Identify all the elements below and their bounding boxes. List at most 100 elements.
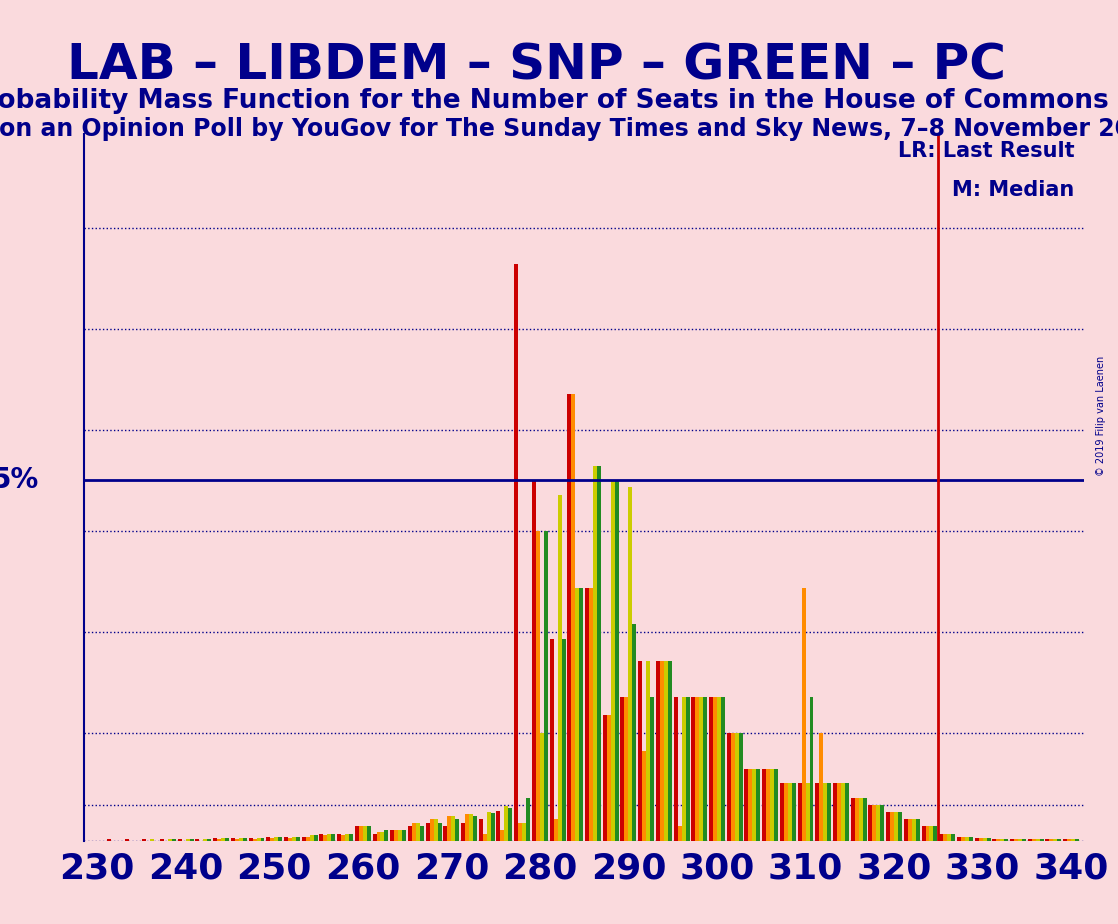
Bar: [124, 839, 129, 841]
Bar: [367, 826, 371, 841]
Bar: [420, 826, 424, 841]
Bar: [190, 839, 193, 841]
Bar: [869, 805, 872, 841]
Bar: [253, 839, 256, 841]
Bar: [603, 714, 607, 841]
Bar: [713, 697, 717, 841]
Bar: [774, 769, 778, 841]
Bar: [887, 812, 890, 841]
Text: LAB – LIBDEM – SNP – GREEN – PC: LAB – LIBDEM – SNP – GREEN – PC: [67, 42, 1006, 90]
Bar: [362, 826, 367, 841]
Bar: [142, 839, 146, 841]
Bar: [607, 714, 610, 841]
Bar: [411, 822, 416, 841]
Bar: [536, 530, 540, 841]
Bar: [699, 697, 703, 841]
Bar: [553, 820, 558, 841]
Bar: [543, 530, 548, 841]
Bar: [784, 784, 788, 841]
Bar: [1001, 839, 1004, 841]
Bar: [951, 833, 955, 841]
Text: © 2019 Filip van Laenen: © 2019 Filip van Laenen: [1097, 356, 1106, 476]
Bar: [527, 797, 530, 841]
Bar: [908, 820, 912, 841]
Bar: [762, 769, 766, 841]
Bar: [788, 784, 792, 841]
Bar: [833, 784, 837, 841]
Bar: [429, 820, 434, 841]
Bar: [479, 820, 483, 841]
Bar: [1022, 839, 1026, 841]
Bar: [1040, 839, 1044, 841]
Bar: [107, 839, 111, 841]
Bar: [797, 784, 802, 841]
Bar: [628, 488, 633, 841]
Bar: [248, 838, 253, 841]
Bar: [380, 833, 385, 841]
Bar: [685, 697, 690, 841]
Bar: [1068, 839, 1071, 841]
Bar: [217, 839, 221, 841]
Bar: [731, 733, 735, 841]
Bar: [1076, 839, 1079, 841]
Bar: [929, 826, 934, 841]
Bar: [727, 733, 731, 841]
Bar: [983, 838, 986, 841]
Bar: [1018, 839, 1022, 841]
Bar: [341, 835, 345, 841]
Bar: [338, 833, 341, 841]
Bar: [757, 769, 760, 841]
Bar: [470, 814, 473, 841]
Bar: [642, 750, 646, 841]
Bar: [890, 812, 894, 841]
Bar: [437, 822, 442, 841]
Bar: [792, 784, 796, 841]
Bar: [390, 830, 395, 841]
Bar: [579, 589, 584, 841]
Bar: [1004, 839, 1008, 841]
Bar: [947, 833, 951, 841]
Bar: [571, 394, 576, 841]
Bar: [703, 697, 708, 841]
Bar: [859, 797, 863, 841]
Bar: [398, 830, 402, 841]
Bar: [975, 838, 978, 841]
Bar: [1050, 839, 1053, 841]
Bar: [748, 769, 752, 841]
Bar: [230, 838, 235, 841]
Bar: [1027, 839, 1032, 841]
Bar: [501, 830, 504, 841]
Bar: [739, 733, 742, 841]
Bar: [496, 810, 501, 841]
Bar: [651, 697, 654, 841]
Bar: [806, 784, 809, 841]
Bar: [214, 838, 217, 841]
Text: Probability Mass Function for the Number of Seats in the House of Commons: Probability Mass Function for the Number…: [0, 88, 1109, 114]
Bar: [682, 697, 685, 841]
Bar: [965, 836, 969, 841]
Bar: [845, 784, 849, 841]
Bar: [872, 805, 877, 841]
Bar: [894, 812, 898, 841]
Bar: [1071, 839, 1076, 841]
Bar: [815, 784, 819, 841]
Bar: [664, 661, 667, 841]
Bar: [1010, 839, 1014, 841]
Bar: [841, 784, 845, 841]
Bar: [266, 836, 271, 841]
Bar: [916, 820, 920, 841]
Bar: [486, 812, 491, 841]
Bar: [673, 697, 678, 841]
Bar: [745, 769, 748, 841]
Bar: [402, 830, 406, 841]
Bar: [620, 697, 625, 841]
Bar: [752, 769, 757, 841]
Bar: [854, 797, 859, 841]
Bar: [160, 839, 164, 841]
Bar: [695, 697, 699, 841]
Bar: [638, 661, 642, 841]
Bar: [1063, 839, 1068, 841]
Bar: [150, 839, 154, 841]
Bar: [802, 589, 806, 841]
Bar: [447, 816, 452, 841]
